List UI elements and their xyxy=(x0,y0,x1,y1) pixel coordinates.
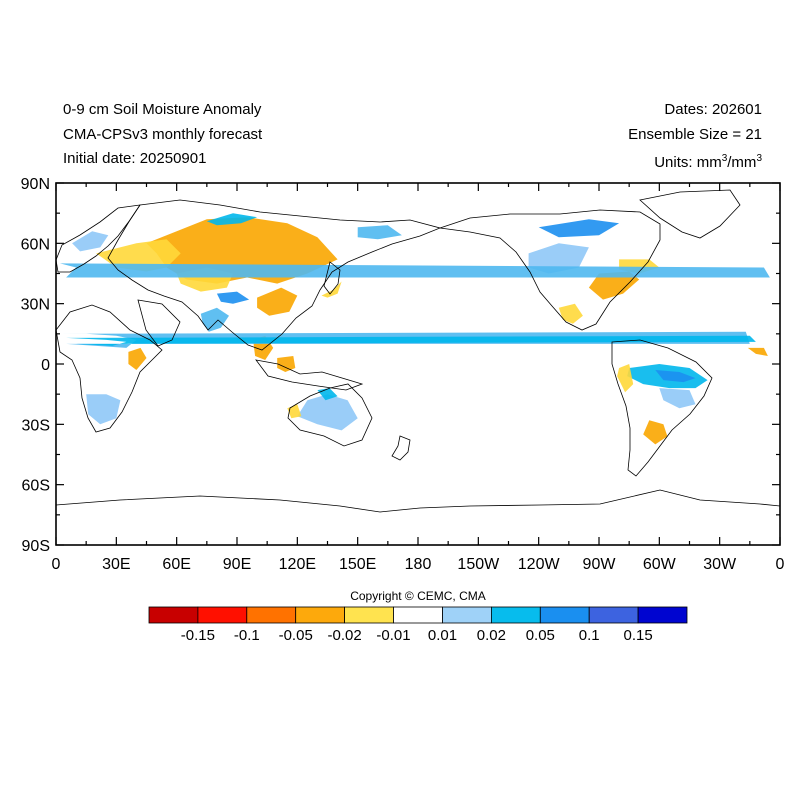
anomaly-argentina-dry xyxy=(643,420,668,445)
units-prefix: Units: mm xyxy=(654,154,722,171)
colorbar-label: 0.1 xyxy=(579,627,600,644)
anomaly-sahel-strong-wet xyxy=(66,335,756,346)
colorbar-swatch xyxy=(197,606,248,624)
lon-tick-label: 0 xyxy=(776,556,785,573)
colorbar-label: -0.02 xyxy=(327,627,361,644)
antarctica-coast xyxy=(56,489,780,513)
australia-coast xyxy=(287,383,373,447)
anomaly-east-siberia-wet xyxy=(357,225,402,240)
lon-tick-label: 120E xyxy=(279,556,316,573)
title-initial-date: Initial date: 20250901 xyxy=(63,150,207,167)
colorbar-swatch xyxy=(490,606,541,624)
lon-tick-label: 30E xyxy=(102,556,130,573)
colorbar-label: -0.05 xyxy=(279,627,313,644)
units-sup2: 3 xyxy=(756,153,762,164)
anomaly-tibet-wet xyxy=(216,291,250,304)
lat-tick-label: 90S xyxy=(22,538,50,555)
lon-tick-label: 150E xyxy=(339,556,376,573)
colorbar-swatch xyxy=(148,606,199,624)
colorbar-swatch xyxy=(246,606,297,624)
lon-tick-label: 90E xyxy=(223,556,251,573)
africa-coast xyxy=(56,304,163,433)
anomaly-east-us-dry xyxy=(588,271,640,300)
europe-coast xyxy=(56,204,141,273)
arabia-coast xyxy=(137,299,181,347)
lat-tick-label: 30S xyxy=(22,417,50,434)
colorbar-label: 0.15 xyxy=(623,627,652,644)
lat-tick-label: 60N xyxy=(21,236,50,253)
units-label: Units: mm3/mm3 xyxy=(654,150,762,172)
asia-coast xyxy=(107,199,442,351)
anomaly-andes-dry xyxy=(617,364,634,393)
colorbar-label: 0.02 xyxy=(477,627,506,644)
lon-tick-label: 0 xyxy=(52,556,61,573)
south-america-coast xyxy=(611,339,713,477)
anomaly-australia-wet xyxy=(297,394,358,431)
forecast-dates: Dates: 202601 xyxy=(664,101,762,118)
colorbar-swatch xyxy=(393,606,443,624)
colorbar-label: -0.01 xyxy=(376,627,410,644)
colorbar-label: 0.05 xyxy=(526,627,555,644)
anomaly-indonesia-dry xyxy=(277,356,296,372)
colorbar-label: 0.01 xyxy=(428,627,457,644)
lat-tick-label: 0 xyxy=(41,357,50,374)
anomaly-east-africa-dry xyxy=(128,347,147,370)
colorbar-swatch xyxy=(539,606,590,624)
colorbar-swatch xyxy=(344,606,394,624)
lat-tick-label: 90N xyxy=(21,176,50,193)
copyright-notice: Copyright © CEMC, CMA xyxy=(350,589,486,603)
title-model: CMA-CPSv3 monthly forecast xyxy=(63,126,263,143)
anomaly-india-wet xyxy=(200,307,229,332)
anomaly-amazon-strong-wet xyxy=(655,370,696,383)
anomaly-eurasia-light-dry xyxy=(96,239,181,272)
anomaly-mexico-dry xyxy=(558,303,583,324)
colorbar-swatch xyxy=(588,606,639,624)
anomaly-north-america-wet xyxy=(528,243,589,274)
lon-tick-label: 150W xyxy=(457,556,500,573)
title-variable: 0-9 cm Soil Moisture Anomaly xyxy=(63,101,262,118)
ensemble-size: Ensemble Size = 21 xyxy=(628,126,762,143)
anomaly-scandinavia-wet xyxy=(72,231,109,252)
anomaly-europe-wet xyxy=(60,263,770,278)
anomaly-japan-dry xyxy=(321,281,342,298)
colorbar-swatch xyxy=(295,606,346,624)
colorbar-label: -0.15 xyxy=(181,627,215,644)
colorbar-label: -0.1 xyxy=(234,627,260,644)
anomaly-arctic-canada-wet xyxy=(538,219,620,238)
anomaly-southern-africa-wet xyxy=(86,394,121,425)
greenland-coast xyxy=(639,189,741,239)
lon-tick-label: 60W xyxy=(643,556,677,573)
lon-tick-label: 30W xyxy=(703,556,737,573)
anomaly-west-africa-dry xyxy=(747,347,768,356)
lon-tick-label: 120W xyxy=(518,556,561,573)
north-america-coast xyxy=(439,209,661,331)
anomaly-china-dry xyxy=(257,287,298,316)
colorbar-swatch xyxy=(442,606,492,624)
japan-coast xyxy=(323,261,341,295)
anomaly-shading xyxy=(56,213,770,445)
units-sup1: 3 xyxy=(721,153,728,164)
anomaly-brazil-light-wet xyxy=(659,388,696,409)
lon-tick-label: 180 xyxy=(405,556,432,573)
lat-tick-label: 30N xyxy=(21,297,50,314)
lon-tick-label: 60E xyxy=(162,556,190,573)
colorbar-swatch xyxy=(637,606,688,624)
indonesia-coast xyxy=(255,359,364,391)
lon-tick-label: 90W xyxy=(583,556,617,573)
units-mid: /mm xyxy=(727,154,757,171)
anomaly-siberia-wet xyxy=(206,213,258,226)
coastlines xyxy=(56,189,780,513)
newzealand-coast xyxy=(391,435,411,461)
lat-tick-label: 60S xyxy=(22,478,50,495)
